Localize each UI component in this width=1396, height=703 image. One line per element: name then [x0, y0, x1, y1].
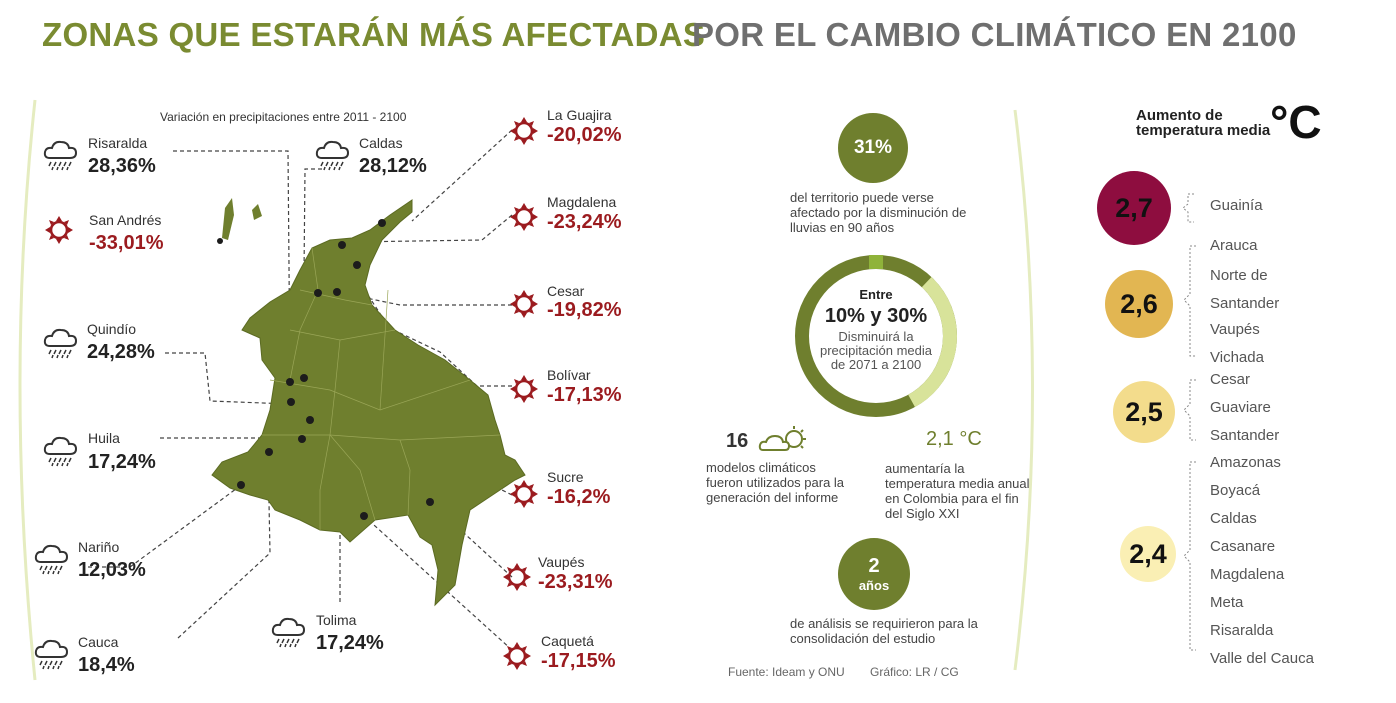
region-name: Quindío: [87, 321, 137, 337]
region-value: -23,24%: [547, 211, 622, 233]
decorative-arc-left: [18, 99, 37, 681]
temp-increase: 2,1 °C: [926, 428, 982, 450]
rain-cloud-icon: [42, 138, 78, 172]
temp-city: Magdalena: [1210, 566, 1285, 583]
rain-cloud-icon: [42, 434, 78, 468]
donut-chart: [795, 255, 957, 417]
temp-circle: 2,6: [1105, 270, 1173, 338]
region-value: -16,2%: [547, 486, 611, 508]
decorative-arc-right: [1013, 109, 1034, 671]
region-value: 12,03%: [78, 559, 146, 581]
temp-city: Santander: [1210, 295, 1280, 312]
region-value: -20,02%: [547, 124, 622, 146]
temperature-header: Aumento de temperatura media: [1136, 107, 1271, 139]
sun-icon: [509, 116, 539, 146]
models-text: modelos climáticos fueron utilizados par…: [706, 460, 845, 505]
sun-icon: [509, 202, 539, 232]
source-credit: Fuente: Ideam y ONU: [728, 665, 845, 679]
region-value: 24,28%: [87, 341, 155, 363]
region-name: Risaralda: [88, 135, 148, 151]
colombia-silhouette: [211, 199, 526, 607]
bracket: [1182, 193, 1194, 223]
department-borders: [262, 247, 501, 530]
territory-text: del territorio puede verse afectado por …: [790, 190, 967, 235]
temp-city: Valle del Cauca: [1210, 650, 1314, 667]
donut-range: 10% y 30%: [824, 305, 928, 327]
region-name: Huila: [88, 430, 120, 446]
san-andres-island: [222, 198, 234, 240]
region-value: 18,4%: [78, 654, 135, 676]
region-value: 17,24%: [88, 451, 156, 473]
region-value: -17,13%: [547, 384, 622, 406]
region-name: Caquetá: [541, 633, 594, 649]
region-name: Magdalena: [547, 194, 617, 210]
rain-cloud-icon: [270, 615, 306, 649]
sun-icon: [509, 374, 539, 404]
region-value: -19,82%: [547, 299, 622, 321]
temp-city: Vichada: [1210, 349, 1264, 366]
region-name: Cesar: [547, 283, 585, 299]
region-name: Bolívar: [547, 367, 591, 383]
region-name: La Guajira: [547, 107, 612, 123]
temp-city: Caldas: [1210, 510, 1257, 527]
main-title-left: ZONAS QUE ESTARÁN MÁS AFECTADAS: [42, 16, 706, 53]
models-count: 16: [726, 430, 749, 452]
years-unit: años: [858, 578, 890, 593]
donut-top-label: Entre: [859, 287, 893, 302]
region-name: Cauca: [78, 634, 119, 650]
region-value: 28,36%: [88, 155, 156, 177]
bracket: [1183, 379, 1196, 441]
temp-city: Norte de: [1210, 267, 1268, 284]
region-name: Vaupés: [538, 554, 585, 570]
providencia-island: [252, 204, 262, 220]
temp-city: Arauca: [1210, 237, 1258, 254]
main-title-right: POR EL CAMBIO CLIMÁTICO EN 2100: [692, 16, 1297, 53]
colombia-map: [88, 129, 526, 651]
temp-city: Casanare: [1210, 538, 1276, 555]
territory-pct-circle: 31%: [838, 113, 908, 183]
region-name: San Andrés: [89, 212, 162, 228]
donut-text: Disminuirá la precipitación media de 207…: [819, 329, 932, 372]
region-name: Tolima: [316, 612, 357, 628]
donut-segment: [795, 255, 957, 417]
rain-cloud-icon: [314, 138, 350, 172]
sun-icon: [502, 641, 532, 671]
years-text: de análisis se requirieron para la conso…: [790, 616, 978, 646]
bracket: [1183, 245, 1196, 357]
region-name: Caldas: [359, 135, 403, 151]
region-value: 17,24%: [316, 632, 384, 654]
years-circle: 2 años: [838, 538, 910, 610]
temp-city: Guainía: [1210, 197, 1263, 214]
temp-city: Meta: [1210, 594, 1244, 611]
temp-city: Guaviare: [1210, 399, 1271, 416]
region-value: -23,31%: [538, 571, 613, 593]
temp-circle: 2,7: [1097, 171, 1171, 245]
rain-cloud-icon: [42, 326, 78, 360]
temp-city: Vaupés: [1210, 321, 1260, 338]
region-value: -17,15%: [541, 650, 616, 672]
sun-icon: [44, 215, 74, 245]
map-subtitle: Variación en precipitaciones entre 2011 …: [160, 110, 407, 124]
region-name: Sucre: [547, 469, 584, 485]
sun-icon: [509, 479, 539, 509]
sun-icon: [509, 289, 539, 319]
temp-city: Risaralda: [1210, 622, 1274, 639]
temp-city: Santander: [1210, 427, 1280, 444]
map-markers: [217, 219, 434, 520]
region-value: 28,12%: [359, 155, 427, 177]
temp-text: aumentaría la temperatura media anual en…: [885, 461, 1030, 521]
sun-icon: [502, 562, 532, 592]
temp-circle: 2,4: [1120, 526, 1176, 582]
bracket: [1183, 461, 1196, 651]
graphic-credit: Gráfico: LR / CG: [870, 665, 959, 679]
celsius-unit: °C: [1270, 96, 1322, 148]
temp-city: Boyacá: [1210, 482, 1261, 499]
cloud-sun-icon: [758, 426, 806, 451]
years-number: 2: [868, 555, 880, 577]
temp-circle: 2,5: [1113, 381, 1175, 443]
temp-city: Amazonas: [1210, 454, 1281, 471]
temp-city: Cesar: [1210, 371, 1251, 388]
region-name: Nariño: [78, 539, 120, 555]
region-value: -33,01%: [89, 232, 164, 254]
